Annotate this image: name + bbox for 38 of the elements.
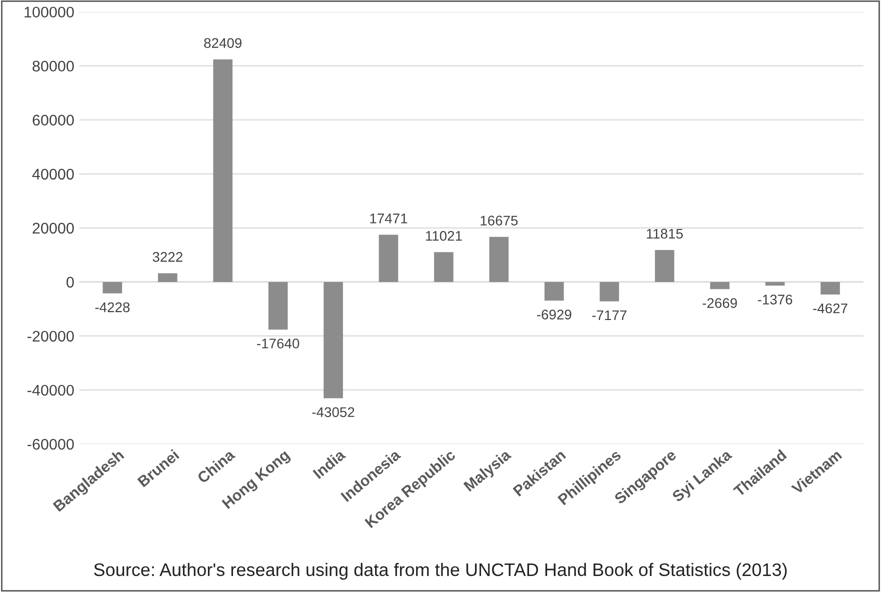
data-label: -4627 [813, 303, 848, 314]
y-tick-label: 80000 [32, 60, 74, 72]
y-tick-label: 0 [66, 276, 74, 288]
data-label: -1376 [758, 294, 792, 304]
data-label: -6929 [537, 310, 572, 320]
data-label: 11815 [646, 228, 683, 239]
bar [600, 282, 620, 302]
data-label: 17471 [370, 214, 408, 224]
bar [765, 282, 785, 286]
data-label: 82409 [204, 38, 242, 48]
data-label: 16675 [480, 216, 518, 226]
bar [213, 59, 233, 282]
bar [158, 273, 178, 282]
y-tick-label: 100000 [24, 6, 74, 18]
data-label: 11021 [426, 230, 462, 241]
bar [378, 234, 398, 282]
bar [710, 282, 730, 290]
y-tick-label: 60000 [32, 114, 74, 126]
data-label: -2669 [702, 298, 737, 308]
bar [268, 282, 288, 330]
bar [489, 236, 509, 282]
data-label: -17640 [257, 338, 300, 348]
data-label: -4228 [95, 302, 130, 312]
bar [434, 252, 454, 282]
y-tick-label: -40000 [28, 384, 74, 396]
bar [544, 282, 564, 301]
data-label: 3222 [152, 252, 182, 262]
bar [102, 282, 122, 294]
y-tick-label: 40000 [32, 168, 74, 180]
bar [654, 250, 674, 282]
data-label: -7177 [592, 310, 626, 320]
y-tick-label: -20000 [28, 330, 74, 342]
y-tick-label: -60000 [28, 438, 74, 450]
bar [820, 282, 840, 294]
source-note: Source: Author's research using data from the UNCTAD Hand Book of Statistics (2013) [94, 562, 787, 580]
y-tick-label: 20000 [32, 222, 74, 234]
bar [324, 282, 343, 398]
data-label: -43052 [312, 407, 354, 418]
